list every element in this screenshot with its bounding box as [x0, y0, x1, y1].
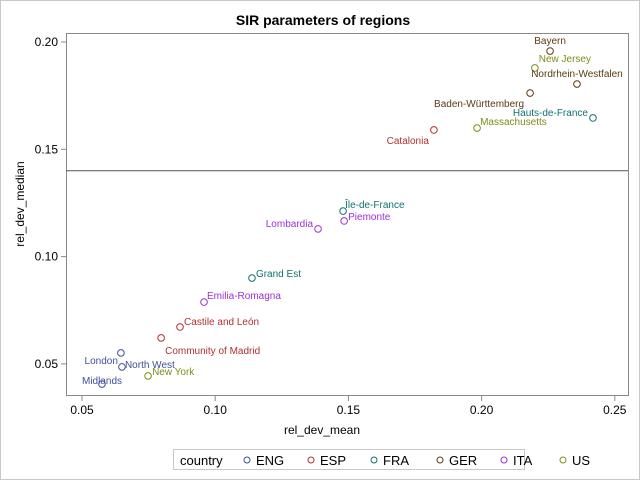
data-point-us [473, 124, 481, 132]
y-tick-label: 0.20 [35, 35, 59, 49]
x-tick-label: 0.05 [70, 403, 94, 417]
data-point-ita [314, 225, 322, 233]
point-label: North West [125, 360, 175, 371]
data-point-eng [117, 349, 125, 357]
legend-marker-fra [370, 456, 378, 464]
legend-entry: US [572, 453, 590, 468]
point-label: Nordrhein-Westfalen [531, 69, 623, 80]
point-label: London [85, 356, 118, 367]
data-point-eng [98, 380, 106, 388]
y-tick-label: 0.15 [35, 142, 59, 156]
y-axis-label: rel_dev_median [13, 161, 27, 246]
legend-marker-ita [500, 456, 508, 464]
x-tick-label: 0.20 [470, 403, 494, 417]
point-label: Baden-Württemberg [434, 99, 524, 110]
legend-marker-esp [307, 456, 315, 464]
data-point-ger [573, 80, 581, 88]
x-axis-label: rel_dev_mean [284, 423, 360, 437]
legend-box [173, 449, 525, 470]
data-point-fra [589, 114, 597, 122]
legend-entry: FRA [383, 453, 409, 468]
point-label: Hauts-de-France [513, 108, 588, 119]
point-label: Île-de-France [344, 198, 405, 211]
point-label: Piemonte [348, 212, 391, 223]
y-tick-label: 0.10 [35, 250, 59, 264]
point-label: Lombardia [266, 219, 314, 230]
data-point-esp [430, 126, 438, 134]
point-label: New Jersey [539, 54, 591, 65]
data-point-ita [340, 217, 348, 225]
x-tick-label: 0.10 [204, 403, 228, 417]
data-point-ita [200, 298, 208, 306]
data-point-fra [248, 274, 256, 282]
data-point-us [144, 372, 152, 380]
point-label: Grand Est [256, 269, 301, 280]
data-point-esp [176, 323, 184, 331]
point-label: Emilia-Romagna [207, 291, 281, 302]
legend-marker-eng [243, 456, 251, 464]
x-tick-label: 0.25 [603, 403, 627, 417]
point-label: Catalonia [387, 136, 430, 147]
legend-entry: ENG [256, 453, 284, 468]
legend-entry: ITA [513, 453, 533, 468]
legend-entry: GER [449, 453, 477, 468]
data-point-us [531, 64, 539, 72]
legend-entry: ESP [320, 453, 346, 468]
legend-marker-us [559, 456, 567, 464]
data-point-eng [118, 363, 126, 371]
x-tick-label: 0.15 [337, 403, 361, 417]
point-label: Midlands [82, 376, 122, 387]
data-point-ger [526, 89, 534, 97]
point-label: Community of Madrid [165, 346, 260, 357]
point-label: Castile and León [184, 317, 259, 328]
legend-title: country [180, 453, 223, 468]
data-point-esp [157, 334, 165, 342]
point-label: New York [152, 367, 195, 378]
chart-title: SIR parameters of regions [236, 12, 410, 28]
data-point-ger [546, 47, 554, 55]
legend: country ENG ESP FRA GER ITA US [173, 449, 590, 470]
plot-area [66, 33, 629, 396]
point-label: Massachusetts [480, 117, 547, 128]
y-tick-label: 0.05 [35, 357, 59, 371]
legend-marker-ger [436, 456, 444, 464]
point-label: Bayern [534, 36, 566, 47]
data-point-fra [339, 207, 347, 215]
